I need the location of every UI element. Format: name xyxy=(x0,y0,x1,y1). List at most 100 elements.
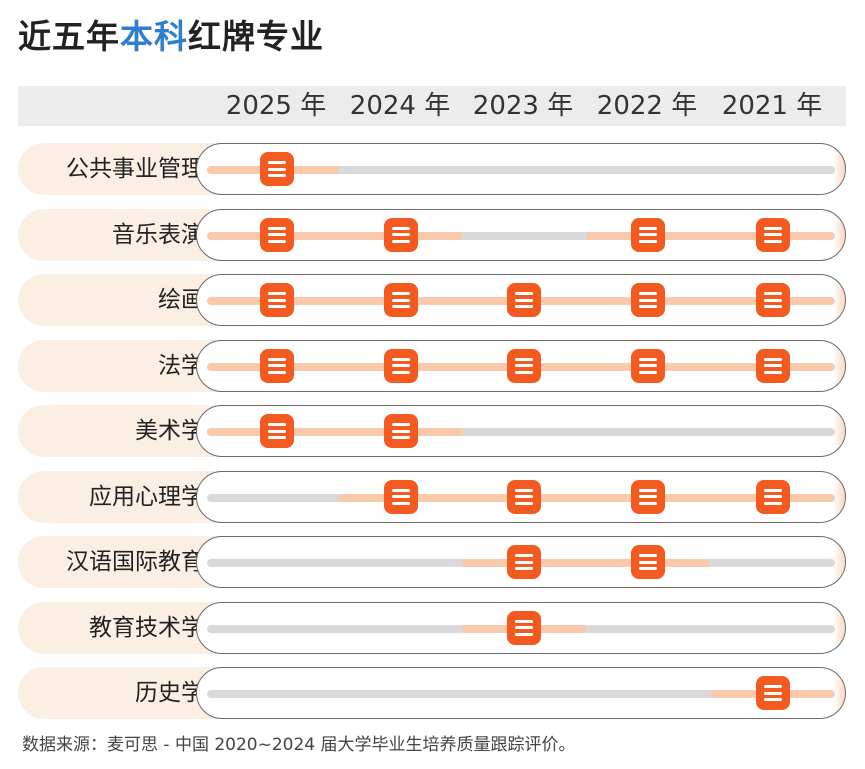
table-row: 公共事业管理 xyxy=(18,143,846,195)
list-icon-line xyxy=(515,632,533,636)
list-icon-line xyxy=(515,357,533,361)
list-icon xyxy=(507,348,541,383)
page-title: 近五年本科红牌专业 xyxy=(18,12,324,62)
list-icon-line xyxy=(268,174,286,177)
list-icon-line xyxy=(268,233,286,236)
list-icon xyxy=(384,414,418,448)
track-line xyxy=(207,231,835,240)
highlight-segment xyxy=(462,559,710,567)
list-icon-line xyxy=(268,429,286,433)
list-icon-line xyxy=(639,495,657,498)
list-icon xyxy=(384,217,418,252)
list-icon-line xyxy=(268,357,286,361)
list-icon-line xyxy=(515,567,533,570)
highlight-segment xyxy=(207,428,463,436)
list-icon-line xyxy=(515,554,533,557)
row-track xyxy=(196,143,846,195)
row-track xyxy=(196,339,846,392)
list-icon-line xyxy=(764,305,782,308)
year-label: 2021 年 xyxy=(721,91,823,121)
row-track xyxy=(196,470,846,523)
list-icon-line xyxy=(268,423,286,426)
table-row: 历史学 xyxy=(18,667,846,719)
list-icon-line xyxy=(639,226,657,230)
year-header-band xyxy=(18,86,846,126)
list-icon-line xyxy=(268,370,286,374)
list-icon-line xyxy=(392,226,410,230)
title-part-3: 红牌专业 xyxy=(188,17,324,56)
list-icon-line xyxy=(515,626,533,629)
highlight-segment xyxy=(586,231,834,240)
list-icon-line xyxy=(392,370,410,374)
year-label: 2022 年 xyxy=(596,91,698,121)
list-icon-line xyxy=(392,357,410,361)
list-icon-line xyxy=(392,501,410,505)
list-icon-line xyxy=(764,488,782,492)
list-icon-line xyxy=(392,488,410,492)
list-icon-line xyxy=(515,495,533,498)
list-icon-line xyxy=(515,292,533,295)
table-row: 教育技术学 xyxy=(18,601,846,654)
list-icon xyxy=(756,348,790,383)
track-line xyxy=(207,166,835,174)
table-row: 法学 xyxy=(18,339,846,392)
list-icon-line xyxy=(764,364,782,367)
list-icon xyxy=(260,217,294,252)
list-icon-line xyxy=(639,488,657,492)
list-icon-line xyxy=(764,501,782,505)
list-icon-line xyxy=(639,554,657,557)
list-icon-line xyxy=(764,357,782,361)
track-line xyxy=(207,428,835,436)
list-icon xyxy=(260,348,294,383)
row-track xyxy=(196,601,846,654)
list-icon xyxy=(631,217,665,252)
title-part-1: 近五年 xyxy=(18,17,120,56)
list-icon xyxy=(631,479,665,514)
list-icon-line xyxy=(515,364,533,367)
list-icon-line xyxy=(639,364,657,367)
list-icon-line xyxy=(515,501,533,505)
list-icon-line xyxy=(764,370,782,374)
year-label: 2024 年 xyxy=(349,91,451,121)
list-icon xyxy=(756,283,790,317)
list-icon xyxy=(384,348,418,383)
list-icon-line xyxy=(392,423,410,426)
list-icon-line xyxy=(392,429,410,433)
list-icon xyxy=(260,414,294,448)
list-icon-line xyxy=(268,292,286,295)
list-icon xyxy=(384,479,418,514)
list-icon-line xyxy=(392,239,410,243)
table-row: 美术学 xyxy=(18,405,846,457)
list-icon-line xyxy=(639,567,657,570)
row-track xyxy=(196,274,846,326)
year-label: 2025 年 xyxy=(225,91,327,121)
table-row: 应用心理学 xyxy=(18,470,846,523)
list-icon xyxy=(756,217,790,252)
row-track xyxy=(196,208,846,261)
list-icon-line xyxy=(268,167,286,171)
table-row: 绘画 xyxy=(18,274,846,326)
list-icon xyxy=(507,283,541,317)
list-icon-line xyxy=(515,619,533,623)
list-icon-line xyxy=(639,233,657,236)
list-icon xyxy=(260,152,294,186)
list-icon-line xyxy=(764,233,782,236)
highlight-segment xyxy=(207,231,463,240)
list-icon xyxy=(507,479,541,514)
list-icon-line xyxy=(764,698,782,701)
list-icon-line xyxy=(392,305,410,308)
list-icon-line xyxy=(268,239,286,243)
title-accent: 本科 xyxy=(120,17,188,56)
list-icon-line xyxy=(764,685,782,688)
list-icon-line xyxy=(639,292,657,295)
list-icon-line xyxy=(764,495,782,498)
list-icon-line xyxy=(639,370,657,374)
row-track xyxy=(196,536,846,588)
list-icon-line xyxy=(268,436,286,439)
list-icon-line xyxy=(764,226,782,230)
list-icon xyxy=(631,545,665,579)
list-icon-line xyxy=(639,357,657,361)
list-icon xyxy=(260,283,294,317)
list-icon xyxy=(507,545,541,579)
list-icon xyxy=(507,610,541,645)
